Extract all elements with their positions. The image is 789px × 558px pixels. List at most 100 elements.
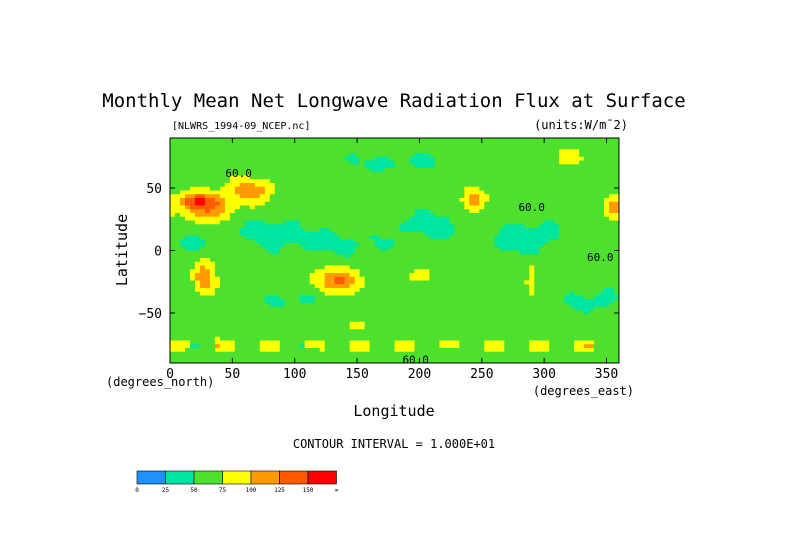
heatmap-cell xyxy=(319,280,326,285)
heatmap-cell xyxy=(404,258,410,263)
heatmap-cell xyxy=(209,190,216,195)
heatmap-cell xyxy=(569,250,575,255)
heatmap-cell xyxy=(564,168,570,173)
heatmap-cell xyxy=(529,145,535,150)
heatmap-cell xyxy=(404,269,410,274)
heatmap-cell xyxy=(594,333,600,338)
heatmap-cell xyxy=(299,280,306,285)
heatmap-cell xyxy=(199,145,206,150)
heatmap-cell xyxy=(389,336,395,341)
heatmap-cell xyxy=(319,276,326,281)
heatmap-cell xyxy=(314,138,321,143)
heatmap-cell xyxy=(599,220,605,225)
heatmap-cell xyxy=(589,329,595,334)
heatmap-cell xyxy=(234,198,241,203)
heatmap-cell xyxy=(170,216,176,221)
heatmap-cell xyxy=(184,190,191,195)
heatmap-cell xyxy=(479,269,485,274)
heatmap-cell xyxy=(254,198,261,203)
heatmap-cell xyxy=(249,205,256,210)
heatmap-cell xyxy=(584,318,590,323)
heatmap-cell xyxy=(544,179,550,184)
heatmap-cell xyxy=(394,314,400,319)
heatmap-cell xyxy=(424,186,430,191)
heatmap-cell xyxy=(234,280,241,285)
heatmap-cell xyxy=(364,164,370,169)
heatmap-cell xyxy=(299,276,306,281)
heatmap-cell xyxy=(429,321,435,326)
heatmap-cell xyxy=(259,190,266,195)
heatmap-cell xyxy=(434,288,440,293)
heatmap-cell xyxy=(214,269,221,274)
heatmap-cell xyxy=(170,194,176,199)
heatmap-cell xyxy=(469,153,475,158)
heatmap-cell xyxy=(314,220,321,225)
heatmap-cell xyxy=(279,336,286,341)
heatmap-cell xyxy=(454,276,460,281)
heatmap-cell xyxy=(539,336,545,341)
heatmap-cell xyxy=(529,336,535,341)
heatmap-cell xyxy=(229,250,236,255)
heatmap-cell xyxy=(384,194,390,199)
heatmap-cell xyxy=(454,258,460,263)
heatmap-cell xyxy=(339,306,346,311)
heatmap-cell xyxy=(319,149,326,154)
heatmap-cell xyxy=(334,246,341,251)
heatmap-cell xyxy=(279,310,286,315)
heatmap-cell xyxy=(464,250,470,255)
heatmap-cell xyxy=(509,284,515,289)
heatmap-cell xyxy=(474,318,480,323)
heatmap-cell xyxy=(554,175,560,180)
heatmap-cell xyxy=(454,321,460,326)
heatmap-cell xyxy=(279,156,286,161)
heatmap-cell xyxy=(414,276,420,281)
heatmap-cell xyxy=(449,333,455,338)
heatmap-cell xyxy=(359,205,365,210)
heatmap-cell xyxy=(289,183,296,188)
heatmap-cell xyxy=(319,325,326,330)
heatmap-cell xyxy=(614,269,620,274)
heatmap-cell xyxy=(289,243,296,248)
heatmap-cell xyxy=(249,295,256,300)
heatmap-cell xyxy=(229,228,236,233)
heatmap-cell xyxy=(409,186,415,191)
heatmap-cell xyxy=(184,228,191,233)
heatmap-cell xyxy=(484,280,490,285)
heatmap-cell xyxy=(414,310,420,315)
heatmap-cell xyxy=(384,318,390,323)
heatmap-cell xyxy=(459,329,465,334)
heatmap-cell xyxy=(304,153,311,158)
heatmap-cell xyxy=(559,336,565,341)
heatmap-cell xyxy=(534,269,540,274)
heatmap-cell xyxy=(219,344,226,349)
heatmap-cell xyxy=(574,250,580,255)
heatmap-cell xyxy=(304,235,311,240)
heatmap-cell xyxy=(564,265,570,270)
heatmap-cell xyxy=(379,190,385,195)
heatmap-cell xyxy=(474,261,480,266)
heatmap-cell xyxy=(229,321,236,326)
heatmap-cell xyxy=(399,310,405,315)
heatmap-cell xyxy=(559,254,565,259)
heatmap-cell xyxy=(439,194,445,199)
heatmap-cell xyxy=(404,336,410,341)
heatmap-cell xyxy=(179,295,186,300)
heatmap-cell xyxy=(549,310,555,315)
heatmap-cell xyxy=(179,179,186,184)
heatmap-cell xyxy=(549,321,555,326)
heatmap-cell xyxy=(234,299,241,304)
heatmap-cell xyxy=(499,205,505,210)
heatmap-cell xyxy=(579,250,585,255)
heatmap-cell xyxy=(599,306,605,311)
heatmap-cell xyxy=(309,329,316,334)
heatmap-cell xyxy=(419,310,425,315)
heatmap-cell xyxy=(274,325,281,330)
heatmap-cell xyxy=(339,243,346,248)
heatmap-cell xyxy=(324,198,331,203)
heatmap-cell xyxy=(219,220,226,225)
heatmap-cell xyxy=(614,239,620,244)
heatmap-cell xyxy=(419,340,425,345)
heatmap-cell xyxy=(369,284,375,289)
heatmap-cell xyxy=(579,258,585,263)
heatmap-cell xyxy=(349,198,355,203)
